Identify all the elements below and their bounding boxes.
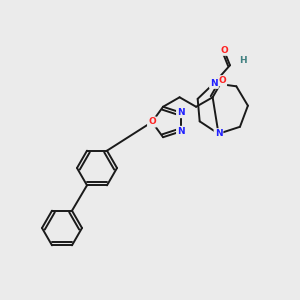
Text: H: H — [239, 56, 247, 65]
Text: N: N — [210, 79, 218, 88]
Text: O: O — [220, 46, 228, 55]
Text: O: O — [148, 118, 156, 127]
Text: N: N — [215, 129, 222, 138]
Text: N: N — [177, 108, 185, 117]
Text: N: N — [177, 127, 185, 136]
Text: O: O — [218, 76, 226, 85]
